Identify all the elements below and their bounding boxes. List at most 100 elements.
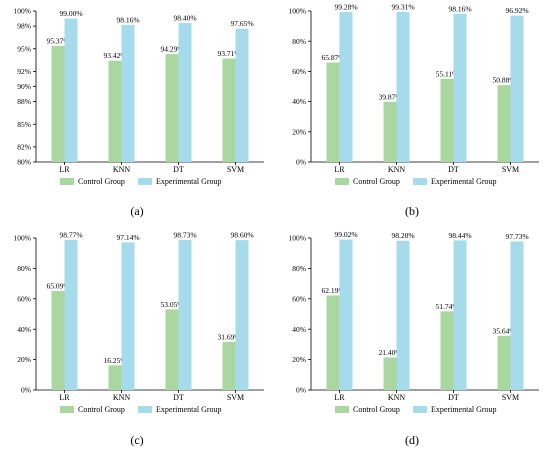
x-tick-label: DT xyxy=(448,165,459,174)
legend-swatch-control xyxy=(60,406,74,413)
data-label-control: 39.87% xyxy=(378,92,401,101)
data-label-experimental: 99.00% xyxy=(59,9,82,18)
bar-experimental xyxy=(453,240,467,390)
data-label-control: 51.74% xyxy=(435,302,458,311)
bar-experimental xyxy=(339,239,353,390)
data-label-control: 53.05% xyxy=(160,300,183,309)
y-tick-label: 20% xyxy=(292,127,306,136)
chart-panel-b: 0% 20% 40% 60% 80% 100% LR 65.87% 99.28% KNN 39.87… xyxy=(289,3,539,218)
bar-control xyxy=(383,101,397,162)
bar-control xyxy=(108,365,122,390)
y-tick-label: 0% xyxy=(296,386,306,395)
bar-control xyxy=(440,311,454,390)
data-label-experimental: 98.20% xyxy=(391,231,414,240)
y-tick-label: 90% xyxy=(17,82,31,91)
data-label-control: 62.19% xyxy=(321,286,344,295)
y-tick-label: 98% xyxy=(17,22,31,31)
data-label-experimental: 97.65% xyxy=(230,19,253,28)
x-tick-label: KNN xyxy=(113,165,131,174)
bar-experimental xyxy=(396,240,410,390)
x-tick-label: LR xyxy=(334,165,345,174)
data-label-control: 95.37% xyxy=(46,36,69,45)
legend-label-control: Control Group xyxy=(353,177,400,186)
data-label-experimental: 98.44% xyxy=(448,231,471,240)
bar-control xyxy=(165,309,179,390)
data-label-experimental: 96.92% xyxy=(505,6,528,15)
panel-label: (b) xyxy=(405,204,419,218)
y-tick-label: 80% xyxy=(17,158,31,167)
y-tick-label: 82% xyxy=(17,143,31,152)
bar-experimental xyxy=(178,239,192,390)
y-tick-label: 100% xyxy=(14,234,32,243)
x-tick-label: KNN xyxy=(388,393,406,402)
chart-panel-d: 0% 20% 40% 60% 80% 100% LR 62.19% 99.02% KNN 21.40… xyxy=(289,230,539,447)
y-tick-label: 20% xyxy=(17,355,31,364)
data-label-experimental: 98.77% xyxy=(59,230,82,239)
y-tick-label: 80% xyxy=(17,264,31,273)
bar-experimental xyxy=(235,28,249,163)
bar-control xyxy=(165,54,179,162)
bar-control xyxy=(326,62,340,162)
y-tick-label: 95% xyxy=(17,44,31,53)
legend-label-control: Control Group xyxy=(353,405,400,414)
bar-experimental xyxy=(121,24,135,163)
y-tick-label: 20% xyxy=(292,355,306,364)
y-tick-label: 80% xyxy=(292,264,306,273)
x-tick-label: SVM xyxy=(227,393,244,402)
bar-control xyxy=(222,341,236,390)
bar-control xyxy=(497,85,511,162)
data-label-control: 31.69% xyxy=(217,332,240,341)
x-tick-label: LR xyxy=(59,165,70,174)
data-label-experimental: 97.14% xyxy=(116,233,139,242)
y-tick-label: 60% xyxy=(17,294,31,303)
data-label-experimental: 98.16% xyxy=(448,4,471,13)
data-label-experimental: 99.02% xyxy=(334,230,357,239)
y-tick-label: 85% xyxy=(17,120,31,129)
x-tick-label: SVM xyxy=(227,165,244,174)
data-label-experimental: 97.73% xyxy=(505,232,528,241)
bar-control xyxy=(51,291,65,390)
legend-label-experimental: Experimental Group xyxy=(156,405,222,414)
x-tick-label: SVM xyxy=(502,393,519,402)
y-tick-label: 100% xyxy=(289,7,307,16)
data-label-control: 65.87% xyxy=(321,53,344,62)
x-tick-label: LR xyxy=(59,393,70,402)
data-label-control: 16.25% xyxy=(103,356,126,365)
y-tick-label: 40% xyxy=(17,325,31,334)
data-label-experimental: 98.60% xyxy=(230,231,253,240)
bar-control xyxy=(222,58,236,162)
data-label-experimental: 99.31% xyxy=(391,3,414,12)
bar-experimental xyxy=(64,239,78,390)
y-tick-label: 100% xyxy=(289,234,307,243)
y-tick-label: 0% xyxy=(296,158,306,167)
x-tick-label: LR xyxy=(334,393,345,402)
y-tick-label: 60% xyxy=(292,67,306,76)
data-label-control: 65.09% xyxy=(46,282,69,291)
panel-label: (c) xyxy=(130,433,143,447)
y-tick-label: 100% xyxy=(14,7,32,16)
legend-swatch-control xyxy=(335,178,349,185)
x-tick-label: DT xyxy=(448,393,459,402)
bar-control xyxy=(326,295,340,390)
y-tick-label: 40% xyxy=(292,325,306,334)
bar-experimental xyxy=(64,18,78,162)
bar-experimental xyxy=(510,15,524,162)
panel-label: (a) xyxy=(130,204,143,218)
data-label-control: 21.40% xyxy=(378,348,401,357)
y-tick-label: 40% xyxy=(292,97,306,106)
bar-control xyxy=(440,78,454,162)
x-tick-label: SVM xyxy=(502,165,519,174)
bar-control xyxy=(383,357,397,390)
data-label-control: 35.64% xyxy=(492,326,515,335)
data-label-control: 50.88% xyxy=(492,76,515,85)
bar-experimental xyxy=(339,12,353,162)
data-label-experimental: 98.73% xyxy=(173,230,196,239)
y-tick-label: 60% xyxy=(292,294,306,303)
bar-experimental xyxy=(510,241,524,390)
legend-swatch-control xyxy=(335,406,349,413)
x-tick-label: DT xyxy=(173,165,184,174)
legend-label-experimental: Experimental Group xyxy=(431,177,497,186)
panel-label: (d) xyxy=(405,433,419,447)
y-tick-label: 92% xyxy=(17,67,31,76)
legend-swatch-control xyxy=(60,178,74,185)
